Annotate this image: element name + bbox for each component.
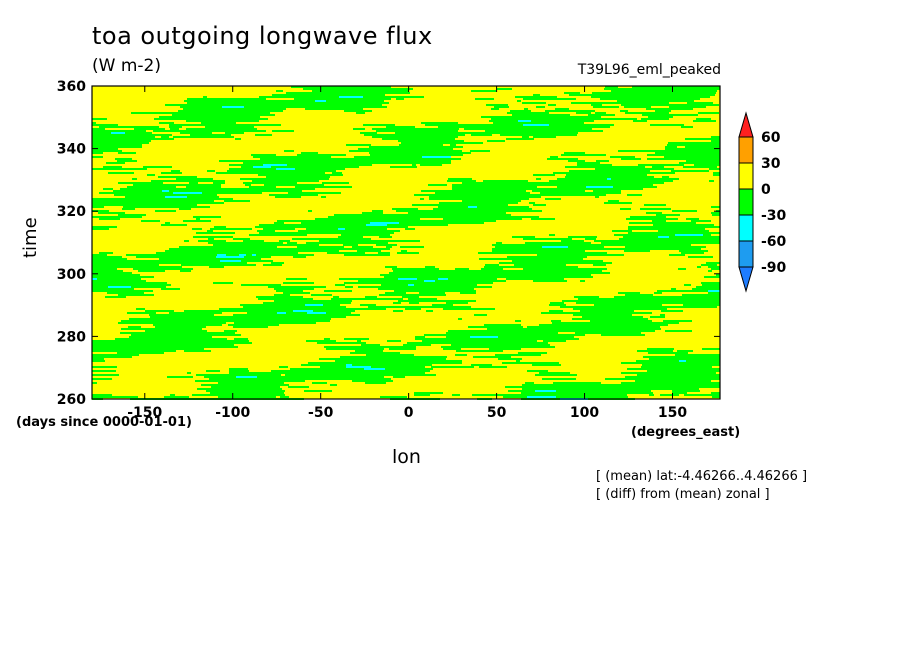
x-tick-label: 100: [570, 405, 599, 421]
y-tick-label: 340: [57, 142, 86, 158]
axes: -150 -100 -50 0 50 100 150 260 280 300 320 340 360: [57, 79, 720, 421]
x-tick-label: 50: [487, 405, 507, 421]
colorbar-extend-high: [738, 111, 754, 138]
colorbar-label: 60: [761, 130, 781, 146]
colorbar-segment: [738, 162, 754, 190]
colorbar-label: -60: [761, 234, 787, 250]
y-tick-label: 260: [57, 392, 86, 408]
y-tick-label: 360: [57, 79, 86, 95]
difference-note: [ (diff) from (mean) zonal ]: [596, 487, 770, 502]
x-axis-label: lon: [392, 446, 421, 468]
x-tick-label: 150: [658, 405, 687, 421]
y-tick-label: 320: [57, 204, 86, 220]
colorbar-label: -90: [761, 260, 787, 276]
x-tick-label: 0: [404, 405, 414, 421]
colorbar-segment: [738, 214, 754, 242]
colorbar-label: 0: [761, 182, 771, 198]
colorbar-label: 30: [761, 156, 781, 172]
colorbar-segment: [738, 188, 754, 216]
colorbar-segment: [738, 240, 754, 268]
colorbar-extend-low: [738, 266, 754, 293]
colorbar-label: -30: [761, 208, 787, 224]
averaging-note: [ (mean) lat:-4.46266..4.46266 ]: [596, 469, 808, 484]
run-label: T39L96_eml_peaked: [577, 62, 721, 78]
heatmap-field: [92, 86, 720, 400]
chart-title: toa outgoing longwave flux: [92, 22, 433, 50]
y-tick-label: 300: [57, 267, 86, 283]
colorbar-segment: [738, 136, 754, 164]
y-tick-label: 280: [57, 329, 86, 345]
x-tick-label: -50: [308, 405, 334, 421]
x-tick-label: -150: [127, 405, 162, 421]
plot-frame: [91, 85, 721, 400]
y-axis-units: (days since 0000-01-01): [16, 415, 192, 430]
chart-units: (W m-2): [92, 56, 161, 76]
colorbar: -90 -60 -30 0 30 60: [738, 111, 787, 293]
x-axis-units: (degrees_east): [631, 425, 741, 440]
x-tick-label: -100: [215, 405, 250, 421]
